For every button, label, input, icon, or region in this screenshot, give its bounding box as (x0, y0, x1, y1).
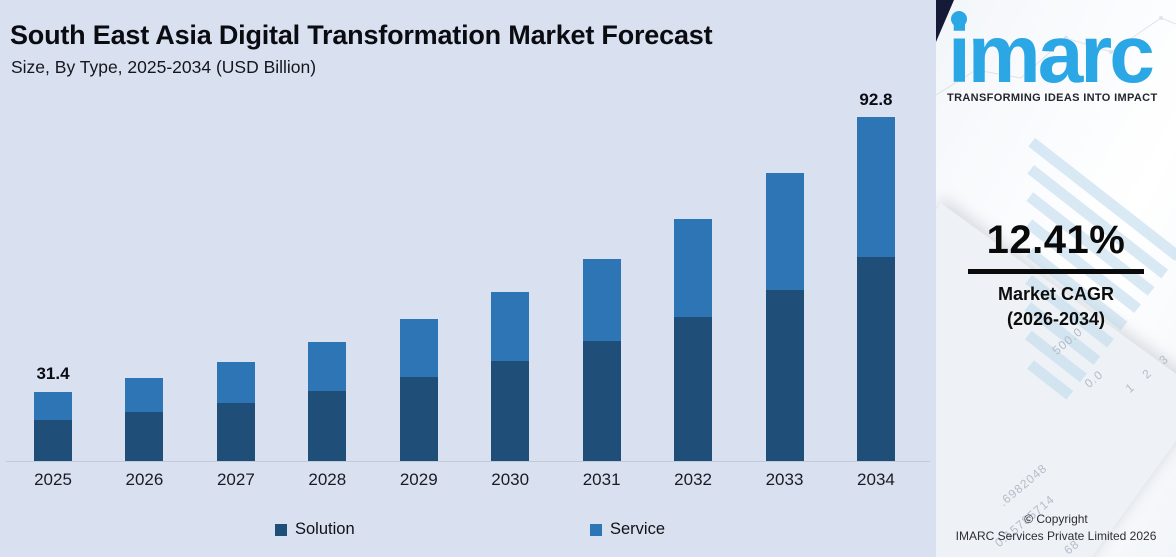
bar-2031-service-segment (582, 258, 621, 342)
copyright-line2: IMARC Services Private Limited 2026 (955, 529, 1157, 544)
cagr-block: 12.41% Market CAGR (2026-2034) (936, 218, 1176, 330)
bar-2027-service-segment (216, 362, 255, 403)
x-tick-2033: 2033 (765, 470, 804, 489)
chart-panel: South East Asia Digital Transformation M… (0, 20, 936, 544)
x-tick-2025: 2025 (34, 470, 72, 489)
x-tick-2031: 2031 (582, 470, 621, 489)
data-label-2025: 31.4 (36, 364, 70, 384)
page-title: South East Asia Digital Transformation M… (10, 20, 713, 50)
bar-2028 (308, 341, 347, 462)
imarc-logo-tagline: TRANSFORMING IDEAS INTO IMPACT (947, 92, 1158, 104)
x-axis-line (6, 461, 930, 462)
bar-2027-solution-segment (216, 402, 255, 462)
bar-2026-service-segment (125, 377, 164, 412)
bar-2025-service-segment (34, 391, 72, 420)
bar-2028-service-segment (308, 341, 347, 391)
bar-2032-service-segment (674, 219, 713, 318)
decorative-network-lines (936, 16, 1176, 96)
cagr-underline (968, 269, 1144, 274)
x-tick-2029: 2029 (399, 470, 438, 489)
bar-2033-service-segment (765, 172, 804, 290)
cagr-label-line2: (2026-2034) (1006, 309, 1106, 329)
bar-2027 (216, 362, 255, 462)
bar-2030-service-segment (491, 291, 530, 361)
bar-2032 (674, 219, 713, 462)
legend-item-solution: Solution (275, 520, 355, 539)
x-tick-2028: 2028 (308, 470, 347, 489)
bar-2033-solution-segment (765, 290, 804, 462)
imarc-logo-dot (951, 11, 967, 27)
x-tick-2026: 2026 (125, 470, 164, 489)
x-tick-2030: 2030 (491, 470, 530, 489)
bar-2028-solution-segment (308, 390, 347, 462)
bar-2034-solution-segment (856, 257, 895, 462)
legend-item-service: Service (590, 520, 665, 539)
bar-2025-solution-segment (34, 420, 72, 462)
data-label-2034: 92.8 (859, 90, 893, 110)
copyright-line1: © Copyright (1024, 512, 1088, 527)
x-tick-2027: 2027 (216, 470, 255, 489)
bar-2026-solution-segment (125, 411, 164, 462)
bar-2031-solution-segment (582, 341, 621, 462)
legend-swatch-service (590, 523, 602, 536)
bar-2030-solution-segment (491, 360, 530, 462)
legend-label-solution: Solution (295, 520, 355, 538)
imarc-logo-wordmark: imarc (948, 9, 1155, 100)
copyright-notice: © Copyright IMARC Services Private Limit… (936, 511, 1176, 545)
legend-label-service: Service (610, 520, 666, 538)
legend-swatch-solution (275, 523, 287, 536)
bar-2034 (856, 117, 895, 462)
bar-2031 (582, 258, 621, 462)
bar-2032-solution-segment (674, 317, 713, 462)
cagr-label-line1: Market CAGR (997, 284, 1115, 304)
plot-area: 2025 31.4 2026 2027 2028 2029 2030 2031 2032 2033… (0, 62, 936, 489)
bar-2033 (765, 172, 804, 462)
decorative-corner-triangle (936, 0, 954, 42)
bar-2025 (34, 391, 72, 462)
x-tick-2032: 2032 (674, 470, 712, 489)
bar-2026 (125, 377, 164, 462)
page-subtitle: Size, By Type, 2025-2034 (USD Billion) (11, 57, 317, 77)
cagr-value: 12.41% (986, 218, 1126, 262)
info-panel: 500.0 0.0 1 2 3 4 .6982048 0.15785714 68… (936, 0, 1176, 557)
legend: Solution Service (0, 520, 936, 544)
imarc-logo: imarc TRANSFORMING IDEAS INTO IMPACT (936, 0, 1176, 115)
bar-2029-service-segment (399, 319, 438, 377)
bar-2030 (491, 291, 530, 462)
x-tick-2034: 2034 (857, 470, 895, 489)
bar-2034-service-segment (856, 117, 895, 257)
bar-2029 (399, 319, 438, 462)
bar-2029-solution-segment (399, 377, 438, 462)
